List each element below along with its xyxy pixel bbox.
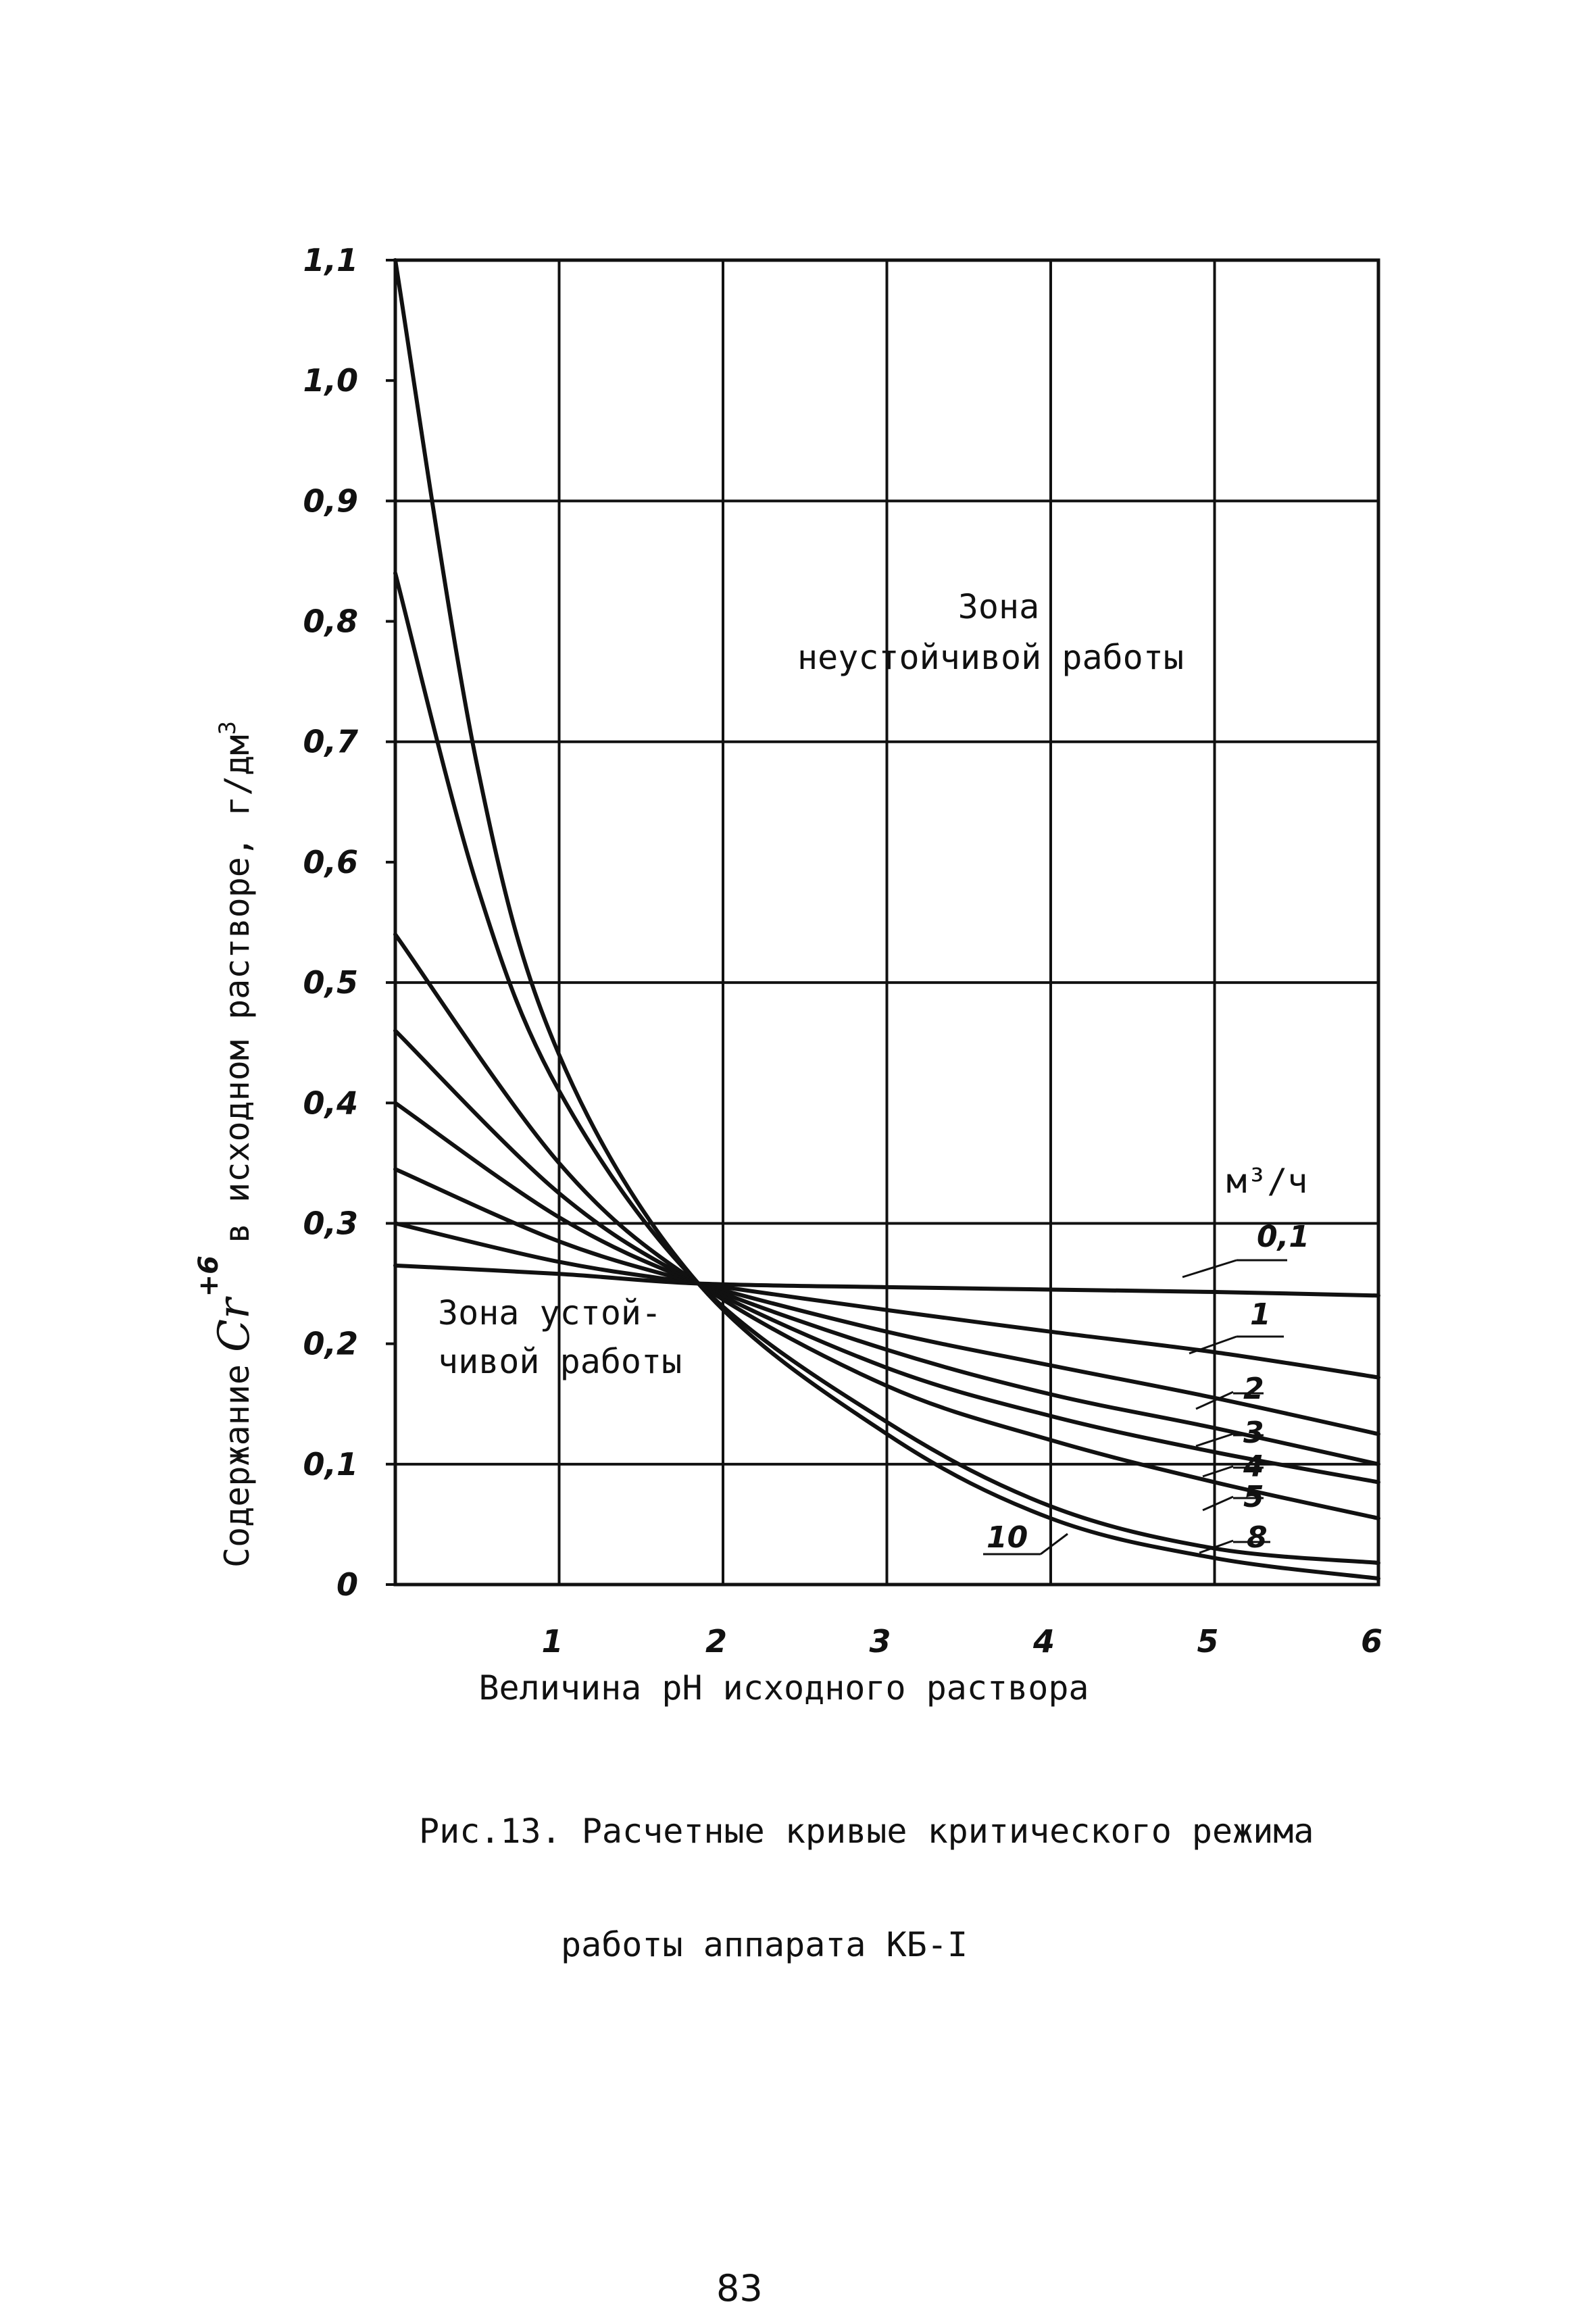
series-label-0-1: 0,1 [1257,1220,1310,1254]
series-line-10 [393,258,1380,1581]
y-tick-label: 0,2 [303,1326,359,1362]
y-tick-label: 0,4 [303,1085,359,1121]
y-tick-label: 0,3 [303,1205,359,1241]
y-tick-label: 1,0 [303,362,359,399]
x-axis-label: Величина pH исходного раствора [478,1668,1089,1708]
x-ticks: 1 2 3 4 5 6 [541,1623,1382,1660]
series-line-1 [393,1221,1380,1380]
caption-line1: Рис.13. Расчетные кривые критического ре… [419,1812,1314,1851]
series-label-4: 4 [1243,1449,1264,1484]
series-label-8: 8 [1247,1520,1268,1555]
series-line-0-1 [393,1263,1380,1298]
series-label-3: 3 [1243,1416,1264,1450]
leader-line-0-1 [1182,1259,1237,1278]
leader-line-4 [1202,1465,1234,1478]
y-tick-label: 0,7 [303,724,359,760]
y-tick-label: 0,8 [303,603,359,640]
series-label-5: 5 [1243,1480,1264,1514]
zone-stable-line1: Зона устой- [438,1293,662,1333]
page-number: 83 [716,2267,763,2310]
zone-stable-line2: чивой работы [438,1342,682,1381]
caption-line2: работы аппарата КБ-I [561,1925,968,1964]
y-tick-label: 0 [336,1566,358,1603]
series-line-3 [393,1101,1380,1466]
y-axis-label-unit-exp: 3 [214,721,241,735]
leader-line-3 [1195,1433,1234,1447]
y-axis-label-symbol: Cr [209,1296,259,1352]
x-tick-label: 5 [1197,1623,1218,1660]
leader-line-8 [1199,1539,1234,1554]
y-axis-label-suffix: в исходном растворе, г/дм [218,735,257,1243]
x-tick-label: 2 [705,1623,727,1660]
y-axis-label: Содержание Cr+6 в исходном растворе, г/дм3 [193,721,259,1568]
grid [395,260,1378,1585]
x-tick-label: 1 [541,1623,563,1660]
legend-title: м³/ч [1226,1162,1307,1201]
leader-line-10 [1040,1533,1068,1555]
x-tick-label: 6 [1361,1623,1382,1660]
y-tick-label: 0,5 [303,964,359,1001]
series-line-5 [393,932,1380,1520]
leader-line-2 [1195,1391,1234,1410]
y-tick-label: 0,1 [303,1446,359,1483]
series-line-4 [393,1028,1380,1485]
series-label-1: 1 [1250,1297,1271,1332]
leader-line-5 [1202,1495,1234,1512]
series-line-8 [393,571,1380,1565]
plot-frame [393,258,1380,1587]
y-axis-label-superscript: +6 [193,1255,224,1297]
y-tick-label: 1,1 [303,242,359,278]
zone-unstable-line1: Зона [958,587,1039,626]
curves [393,258,1380,1581]
zone-unstable-line2: неустойчивой работы [797,638,1184,677]
y-axis-label-prefix: Содержание [218,1364,257,1568]
series-label-10: 10 [987,1520,1028,1555]
leader-line-1 [1189,1335,1237,1355]
series-line-2 [393,1167,1380,1437]
series-labels: 0,1 1 2 345 8 10 [983,1220,1310,1555]
figure-caption: Рис.13. Расчетные кривые критического ре… [419,1737,1314,2001]
x-tick-label: 3 [869,1623,891,1660]
x-tick-label: 4 [1032,1623,1055,1660]
y-tick-label: 0,9 [303,482,359,519]
y-ticks: 0 0,1 0,2 0,3 0,4 0,5 0,6 0,7 0,8 0,9 1,0 1,1 [303,242,395,1603]
series-label-2: 2 [1243,1372,1264,1406]
y-tick-label: 0,6 [303,844,359,880]
